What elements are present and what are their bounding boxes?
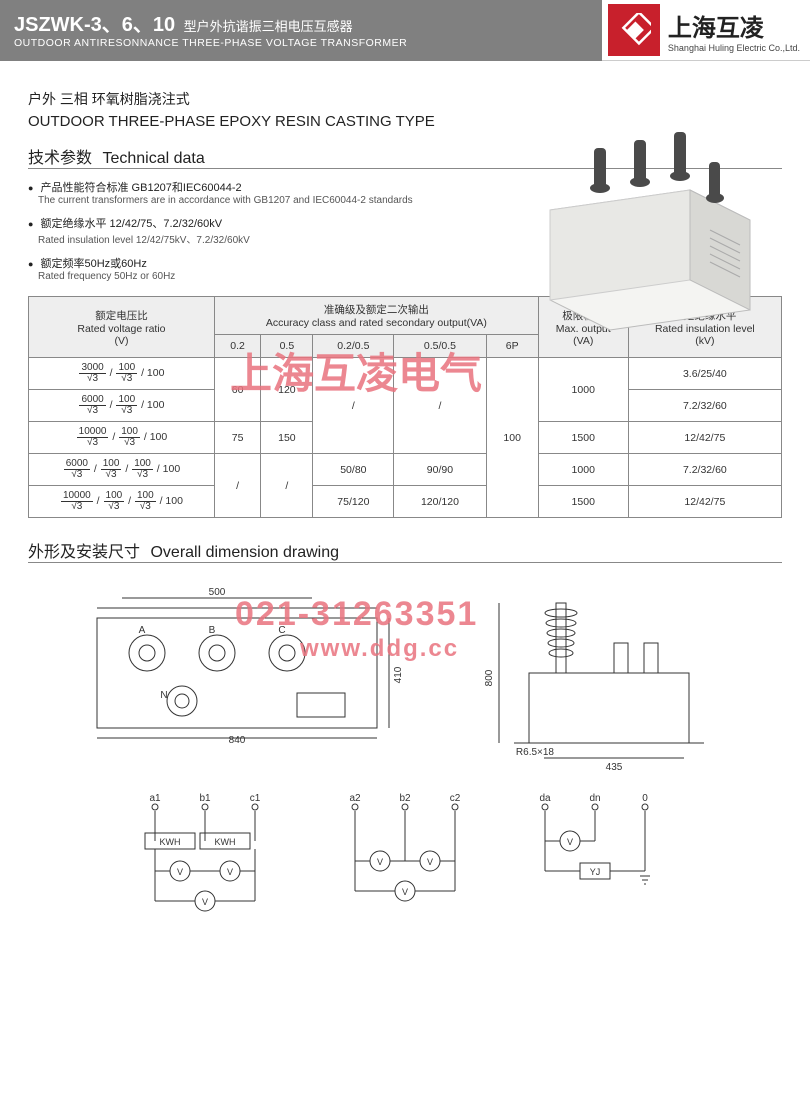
svg-text:840: 840 (228, 735, 245, 746)
svg-text:V: V (427, 857, 433, 867)
product-photo (510, 110, 770, 340)
svg-text:KWH: KWH (215, 837, 236, 847)
page-header: JSZWK-3、6、10 型户外抗谐振三相电压互感器 OUTDOOR ANTIR… (0, 0, 810, 61)
svg-text:800: 800 (484, 669, 495, 686)
model-suffix-cn: 型户外抗谐振三相电压互感器 (184, 19, 353, 34)
svg-text:410: 410 (393, 666, 404, 683)
svg-text:435: 435 (605, 762, 622, 773)
header-left: JSZWK-3、6、10 型户外抗谐振三相电压互感器 OUTDOOR ANTIR… (0, 0, 602, 61)
brand-name-en: Shanghai Huling Electric Co.,Ltd. (668, 43, 800, 53)
table-row: 10000√3 / 100√3 / 100√3 / 100 75/120120/… (29, 486, 782, 518)
table-row: 6000√3 / 100√3 / 100√3 / 100 // 50/8090/… (29, 454, 782, 486)
th-ratio: 额定电压比 Rated voltage ratio (V) (29, 297, 215, 358)
svg-text:b1: b1 (199, 793, 211, 804)
svg-text:b2: b2 (399, 793, 411, 804)
svg-text:V: V (202, 897, 208, 907)
svg-text:B: B (208, 625, 215, 636)
svg-text:a1: a1 (149, 793, 161, 804)
dim-heading-cn: 外形及安装尺寸 (28, 544, 140, 565)
svg-text:da: da (539, 793, 551, 804)
svg-text:V: V (177, 867, 183, 877)
page-content: 户外 三相 环氧树脂浇注式 OUTDOOR THREE-PHASE EPOXY … (0, 61, 810, 929)
brand-logo-icon (608, 4, 660, 56)
svg-text:N: N (160, 690, 167, 701)
svg-text:a2: a2 (349, 793, 361, 804)
svg-text:A: A (138, 625, 145, 636)
header-subtitle-en: OUTDOOR ANTIRESONNANCE THREE-PHASE VOLTA… (14, 37, 588, 49)
th-acc-col: 0.5 (261, 335, 313, 358)
top-view-drawing: 500 840 410 A B C N (67, 583, 407, 763)
dim-heading-en: Overall dimension drawing (150, 544, 339, 565)
wiring-diagram: KWH KWH V V V V V V (28, 791, 782, 921)
type-line-cn: 户外 三相 环氧树脂浇注式 (28, 89, 782, 109)
th-accuracy: 准确级及额定二次输出 Accuracy class and rated seco… (214, 297, 538, 335)
tech-heading-en: Technical data (102, 150, 204, 171)
svg-text:C: C (278, 625, 285, 636)
brand-name-cn: 上海互凌 (668, 8, 800, 43)
svg-text:500: 500 (208, 587, 225, 598)
table-row: 3000√3 / 100√3 / 100 60 120 / / 100 1000… (29, 358, 782, 390)
th-acc-col: 0.2/0.5 (313, 335, 394, 358)
svg-text:V: V (567, 837, 573, 847)
dimension-drawings: 500 840 410 A B C N (28, 583, 782, 773)
svg-text:dn: dn (589, 793, 600, 804)
model-number: JSZWK-3、6、10 (14, 14, 175, 36)
header-right: 上海互凌 Shanghai Huling Electric Co.,Ltd. (602, 0, 810, 61)
svg-text:KWH: KWH (160, 837, 181, 847)
side-view-drawing: 800 435 R6.5×18 (484, 583, 744, 773)
svg-text:c1: c1 (250, 793, 261, 804)
svg-text:0: 0 (642, 793, 648, 804)
svg-text:R6.5×18: R6.5×18 (515, 747, 554, 758)
tech-heading-cn: 技术参数 (28, 150, 92, 171)
th-acc-col: 0.2 (214, 335, 260, 358)
svg-text:V: V (227, 867, 233, 877)
svg-text:V: V (377, 857, 383, 867)
svg-text:YJ: YJ (590, 867, 601, 877)
th-acc-col: 0.5/0.5 (394, 335, 486, 358)
svg-text:V: V (402, 887, 408, 897)
svg-text:c2: c2 (450, 793, 461, 804)
